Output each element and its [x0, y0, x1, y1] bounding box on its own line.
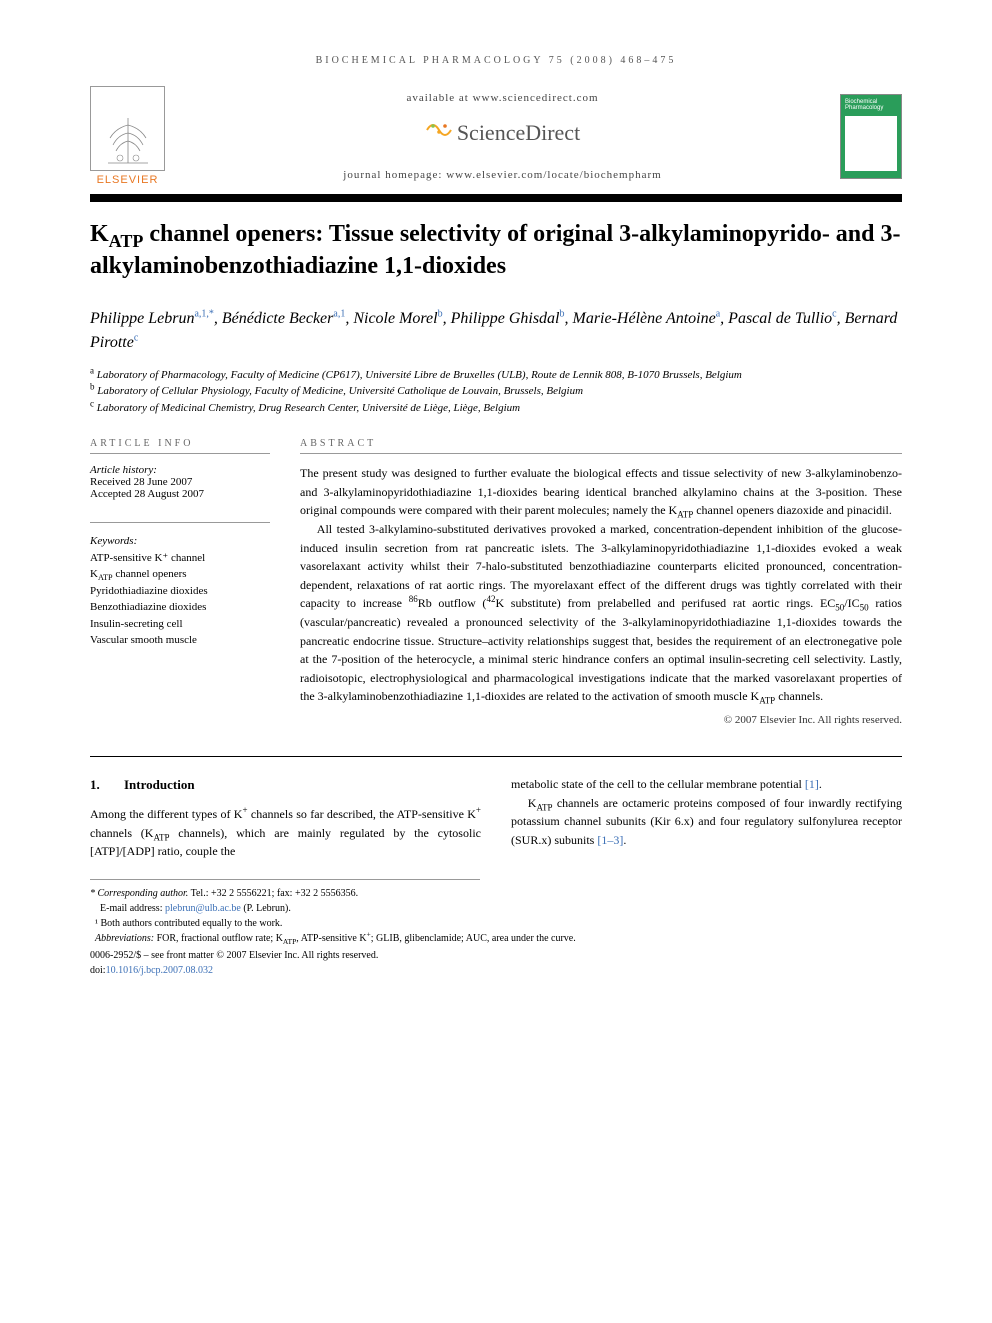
intro-right-p2: KATP channels are octameric proteins com…: [511, 794, 902, 850]
doi-block: 0006-2952/$ – see front matter © 2007 El…: [90, 948, 902, 978]
abstract-p2: All tested 3-alkylamino-substituted deri…: [300, 520, 902, 706]
article-info-label: ARTICLE INFO: [90, 438, 270, 454]
elsevier-tree-icon: [98, 113, 158, 168]
abstract-text: The present study was designed to furthe…: [300, 464, 902, 706]
keyword: Vascular smooth muscle: [90, 632, 270, 649]
abstract-column: ABSTRACT The present study was designed …: [300, 438, 902, 726]
ref-link[interactable]: [1–3]: [597, 833, 623, 847]
intro-left-text: Among the different types of K+ channels…: [90, 805, 481, 861]
journal-cover-title: Biochemical Pharmacology: [845, 99, 897, 112]
author: Philippe Ghisdalb: [451, 310, 565, 327]
body-col-left: 1.Introduction Among the different types…: [90, 775, 481, 861]
affiliation: c Laboratory of Medicinal Chemistry, Dru…: [90, 400, 902, 417]
sd-brand-text: ScienceDirect: [457, 120, 580, 146]
affiliation: a Laboratory of Pharmacology, Faculty of…: [90, 367, 902, 384]
history-accepted: Accepted 28 August 2007: [90, 488, 270, 500]
equal-contrib: ¹ Both authors contributed equally to th…: [90, 916, 480, 931]
running-head: BIOCHEMICAL PHARMACOLOGY 75 (2008) 468–4…: [90, 55, 902, 66]
body-col-right: metabolic state of the cell to the cellu…: [511, 775, 902, 861]
author: Philippe Lebruna,1,*: [90, 310, 214, 327]
article-info-sidebar: ARTICLE INFO Article history: Received 2…: [90, 438, 270, 726]
journal-homepage: journal homepage: www.elsevier.com/locat…: [165, 169, 840, 181]
keyword: Insulin-secreting cell: [90, 616, 270, 633]
history-label: Article history:: [90, 464, 270, 476]
article-title: KATP channel openers: Tissue selectivity…: [90, 218, 902, 283]
footnotes: * Corresponding author. Tel.: +32 2 5556…: [90, 879, 480, 946]
author: Nicole Morelb: [353, 310, 442, 327]
front-matter: 0006-2952/$ – see front matter © 2007 El…: [90, 948, 902, 963]
abbreviations: Abbreviations: FOR, fractional outflow r…: [90, 931, 900, 946]
body-columns: 1.Introduction Among the different types…: [90, 756, 902, 861]
title-rule: [90, 194, 902, 202]
keyword: Benzothiadiazine dioxides: [90, 599, 270, 616]
abstract-p1: The present study was designed to furthe…: [300, 464, 902, 520]
corresponding-author: * Corresponding author. Tel.: +32 2 5556…: [90, 886, 480, 901]
author: Bénédicte Beckera,1: [222, 310, 345, 327]
journal-header: ELSEVIER available at www.sciencedirect.…: [90, 86, 902, 186]
keywords-label: Keywords:: [90, 533, 270, 550]
intro-heading: 1.Introduction: [90, 775, 481, 795]
affiliations: a Laboratory of Pharmacology, Faculty of…: [90, 367, 902, 417]
keyword: ATP-sensitive K⁺ channel: [90, 550, 270, 567]
author: Marie-Hélène Antoinea: [573, 310, 721, 327]
journal-cover-thumb: Biochemical Pharmacology: [840, 94, 902, 179]
author: Pascal de Tullioc: [728, 310, 836, 327]
publisher-name: ELSEVIER: [90, 174, 165, 186]
keyword-divider: [90, 522, 270, 523]
publisher-logo: ELSEVIER: [90, 86, 165, 186]
history-received: Received 28 June 2007: [90, 476, 270, 488]
copyright: © 2007 Elsevier Inc. All rights reserved…: [300, 714, 902, 726]
author-list: Philippe Lebruna,1,*, Bénédicte Beckera,…: [90, 307, 902, 355]
doi-link[interactable]: 10.1016/j.bcp.2007.08.032: [106, 965, 214, 976]
intro-right-p1: metabolic state of the cell to the cellu…: [511, 775, 902, 794]
email-link[interactable]: plebrun@ulb.ac.be: [165, 903, 241, 914]
available-at: available at www.sciencedirect.com: [165, 92, 840, 104]
affiliation: b Laboratory of Cellular Physiology, Fac…: [90, 383, 902, 400]
ref-link[interactable]: [1]: [805, 777, 819, 791]
abstract-label: ABSTRACT: [300, 438, 902, 454]
sciencedirect-logo: ScienceDirect: [425, 118, 580, 149]
email-line: E-mail address: plebrun@ulb.ac.be (P. Le…: [90, 901, 480, 916]
sd-swoosh-icon: [425, 118, 453, 149]
keyword: KATP channel openers: [90, 566, 270, 583]
keyword: Pyridothiadiazine dioxides: [90, 583, 270, 600]
